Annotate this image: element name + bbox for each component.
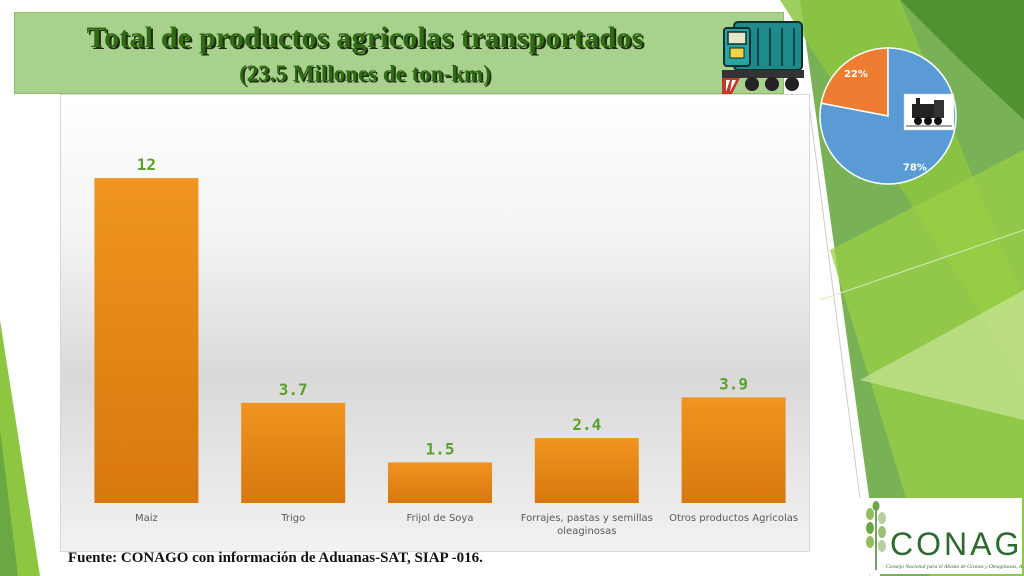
wheat-icon: [866, 501, 886, 570]
bar: [388, 462, 492, 503]
category-label: Forrajes, pastas y semillas oleaginosas: [521, 513, 653, 537]
bar: [241, 402, 346, 503]
bar-chart: 12 Maiz 3.7 Trigo 1.5 Frijol de Soya 2.4 Forraj…: [94, 155, 798, 537]
title-banner: Total de productos agricolas transportad…: [14, 12, 784, 94]
pie-chart: 22% 78%: [819, 47, 957, 185]
chart-subtitle: (23.5 Millones de ton-km): [239, 61, 491, 86]
logo-name: CONAGO: [890, 526, 1024, 562]
category-label: Frijol de Soya: [407, 513, 474, 524]
data-label: 12: [137, 155, 156, 174]
data-label: 3.9: [719, 374, 748, 393]
pie-slice-label: 22%: [844, 69, 868, 80]
logo-subtitle: Consejo Nacional para el Abasto de Grano…: [886, 564, 1024, 570]
bar: [681, 397, 786, 503]
bar: [94, 178, 199, 504]
category-label: Otros productos Agricolas: [669, 513, 798, 524]
pie-slice: [819, 47, 957, 185]
locomotive-icon: [722, 21, 804, 94]
train-icon: [903, 93, 955, 131]
data-label: 1.5: [426, 439, 455, 458]
conago-logo: CONAGO Consejo Nacional para el Abasto d…: [856, 498, 1024, 574]
data-label: 2.4: [572, 415, 601, 434]
pie-slice-label: 78%: [903, 162, 927, 173]
data-label: 3.7: [279, 380, 308, 399]
chart-title: Total de productos agricolas transportad…: [86, 21, 644, 54]
pie-slice: [820, 47, 889, 117]
category-label: Maiz: [135, 513, 158, 524]
pie-chart-area: 22% 78%: [818, 46, 958, 186]
bar: [534, 438, 639, 503]
source-note: Fuente: CONAGO con información de Aduana…: [68, 550, 483, 566]
category-label: Trigo: [280, 513, 305, 524]
bar-chart-area: 12 Maiz 3.7 Trigo 1.5 Frijol de Soya 2.4 Forraj…: [60, 94, 810, 552]
